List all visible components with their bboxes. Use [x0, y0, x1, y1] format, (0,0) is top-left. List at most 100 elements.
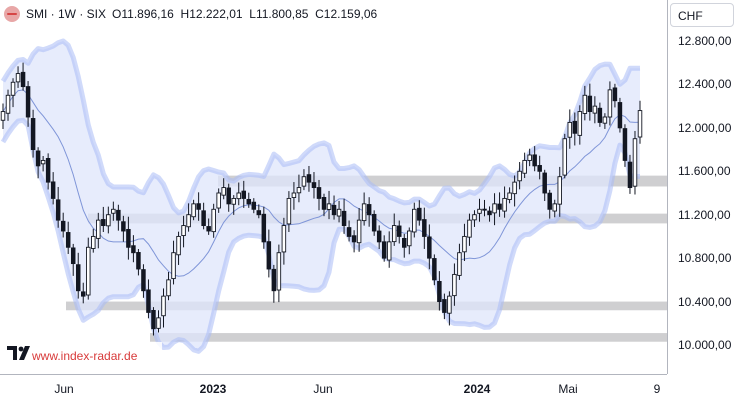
chart-canvas[interactable]: [0, 0, 667, 374]
candle: [522, 152, 527, 179]
candle: [116, 204, 121, 231]
candle: [55, 186, 61, 228]
candle: [171, 240, 176, 285]
candle: [151, 307, 156, 336]
candle: [246, 192, 252, 208]
candle: [211, 203, 216, 238]
candle: [361, 192, 367, 226]
candle: [0, 103, 6, 129]
candle: [482, 199, 487, 217]
price-tick: 12.800,00: [678, 34, 732, 48]
candle: [572, 112, 578, 146]
candle: [472, 210, 477, 227]
candle: [111, 201, 116, 221]
candle: [131, 235, 136, 263]
candle: [552, 199, 557, 218]
candle: [226, 183, 231, 212]
candle: [306, 165, 312, 192]
candle: [30, 109, 36, 158]
candle: [602, 113, 608, 129]
currency-selector[interactable]: CHF: [670, 3, 734, 27]
candle: [221, 178, 226, 200]
price-chart[interactable]: [0, 0, 667, 374]
candle: [96, 212, 101, 249]
candle: [10, 78, 16, 108]
candle: [467, 213, 472, 246]
candle: [447, 291, 452, 326]
time-tick: 2023: [199, 382, 227, 396]
candle: [201, 202, 206, 230]
candle: [286, 191, 292, 233]
chart-legend: SMI · 1W · SIX O11.896,16 H12.222,01 L11…: [4, 5, 377, 23]
candle: [336, 200, 342, 223]
candle: [276, 244, 282, 303]
candle: [617, 97, 623, 133]
candle: [597, 102, 603, 127]
candle: [422, 207, 427, 249]
candle: [256, 204, 262, 219]
candle: [60, 212, 66, 238]
price-scale[interactable]: 12.800,00 12.400,00 12.000,00 11.600,00 11.2…: [667, 0, 741, 374]
candle: [311, 172, 317, 199]
candle: [121, 215, 126, 242]
candle: [231, 195, 236, 215]
candle: [331, 195, 337, 220]
price-tick: 11.600,00: [678, 164, 731, 179]
candle: [507, 187, 512, 204]
candle: [156, 310, 161, 333]
candle: [166, 272, 171, 301]
candle: [251, 198, 257, 214]
time-tick: Mai: [558, 382, 578, 396]
candle: [241, 180, 247, 208]
candle: [236, 182, 241, 206]
candle: [40, 155, 46, 172]
candle: [301, 169, 307, 191]
time-tick: Jun: [54, 382, 74, 396]
candle: [582, 85, 588, 121]
candle: [437, 271, 442, 311]
symbol-label[interactable]: SMI · 1W · SIX: [26, 7, 107, 21]
candle: [326, 190, 332, 220]
candle: [191, 199, 196, 221]
candle: [396, 220, 402, 244]
price-tick: 10.800,00: [678, 251, 732, 266]
candle: [101, 206, 106, 233]
candle: [607, 81, 613, 126]
open-value: 11.896,16: [121, 7, 174, 21]
time-tick: 2024: [463, 382, 491, 396]
candle: [321, 193, 327, 217]
candle: [592, 96, 598, 124]
candle: [351, 230, 357, 253]
tradingview-logo-icon[interactable]: [6, 344, 32, 362]
candle: [492, 193, 497, 226]
price-tick: 10.400,00: [678, 294, 732, 309]
candle: [622, 124, 628, 167]
candle: [547, 189, 552, 219]
candle: [386, 231, 392, 268]
price-tick: 12.400,00: [678, 77, 732, 92]
candle: [637, 100, 643, 144]
candle: [196, 192, 201, 221]
time-scale[interactable]: Jun 2023 Jun 2024 Mai 9: [0, 374, 667, 403]
candle: [20, 62, 26, 91]
bollinger-band-fill: [3, 41, 640, 352]
candle: [15, 66, 21, 88]
candle: [577, 105, 583, 145]
price-tick: 10.000,00: [678, 338, 732, 352]
candle: [557, 166, 562, 217]
candle: [417, 200, 422, 226]
candle: [527, 148, 532, 167]
candle: [442, 293, 447, 320]
candle: [186, 203, 191, 232]
time-tick: 9: [653, 382, 661, 396]
swiss-market-index-icon[interactable]: [4, 6, 20, 22]
candle: [126, 216, 131, 260]
price-tick: 11.200,00: [678, 207, 731, 222]
candle: [146, 279, 151, 319]
candle: [136, 248, 141, 276]
candle: [161, 288, 166, 328]
candle: [542, 169, 547, 202]
candle: [502, 186, 507, 218]
candle: [86, 237, 91, 300]
candle: [452, 263, 457, 306]
